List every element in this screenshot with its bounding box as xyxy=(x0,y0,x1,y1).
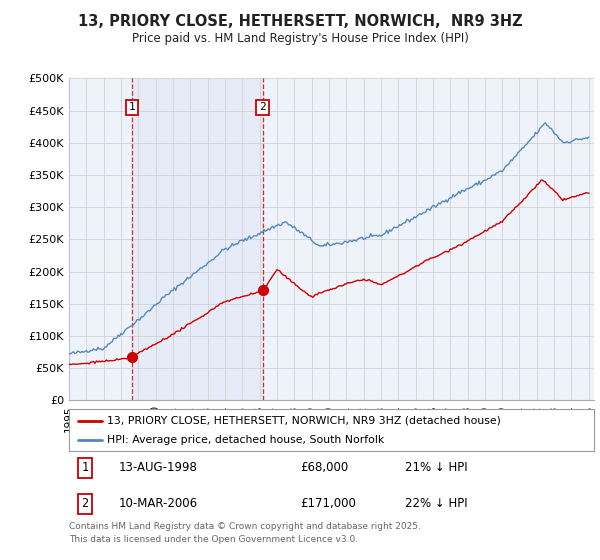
Text: 10-MAR-2006: 10-MAR-2006 xyxy=(119,497,198,510)
Text: 2: 2 xyxy=(259,102,266,113)
Text: Contains HM Land Registry data © Crown copyright and database right 2025.: Contains HM Land Registry data © Crown c… xyxy=(69,522,421,531)
Text: 2: 2 xyxy=(81,497,88,510)
Text: £68,000: £68,000 xyxy=(300,461,348,474)
Text: 13-AUG-1998: 13-AUG-1998 xyxy=(119,461,198,474)
Text: £171,000: £171,000 xyxy=(300,497,356,510)
Bar xyxy=(132,78,263,400)
Text: This data is licensed under the Open Government Licence v3.0.: This data is licensed under the Open Gov… xyxy=(69,535,358,544)
Text: HPI: Average price, detached house, South Norfolk: HPI: Average price, detached house, Sout… xyxy=(107,435,384,445)
Text: 21% ↓ HPI: 21% ↓ HPI xyxy=(405,461,467,474)
Text: 13, PRIORY CLOSE, HETHERSETT, NORWICH,  NR9 3HZ: 13, PRIORY CLOSE, HETHERSETT, NORWICH, N… xyxy=(77,14,523,29)
Text: 13, PRIORY CLOSE, HETHERSETT, NORWICH, NR9 3HZ (detached house): 13, PRIORY CLOSE, HETHERSETT, NORWICH, N… xyxy=(107,416,500,426)
Text: 22% ↓ HPI: 22% ↓ HPI xyxy=(405,497,467,510)
Text: 1: 1 xyxy=(128,102,135,113)
Text: Price paid vs. HM Land Registry's House Price Index (HPI): Price paid vs. HM Land Registry's House … xyxy=(131,32,469,45)
Text: 1: 1 xyxy=(81,461,88,474)
